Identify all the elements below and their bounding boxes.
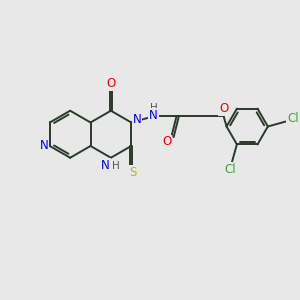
Text: Cl: Cl	[287, 112, 298, 125]
Text: N: N	[149, 109, 158, 122]
Text: Cl: Cl	[224, 163, 236, 176]
Text: N: N	[40, 140, 48, 152]
Text: O: O	[106, 77, 116, 90]
Text: O: O	[219, 103, 228, 116]
Text: H: H	[150, 103, 158, 112]
Text: H: H	[112, 161, 120, 171]
Text: S: S	[129, 166, 136, 179]
Text: N: N	[133, 113, 141, 126]
Text: O: O	[162, 136, 171, 148]
Text: N: N	[101, 159, 110, 172]
